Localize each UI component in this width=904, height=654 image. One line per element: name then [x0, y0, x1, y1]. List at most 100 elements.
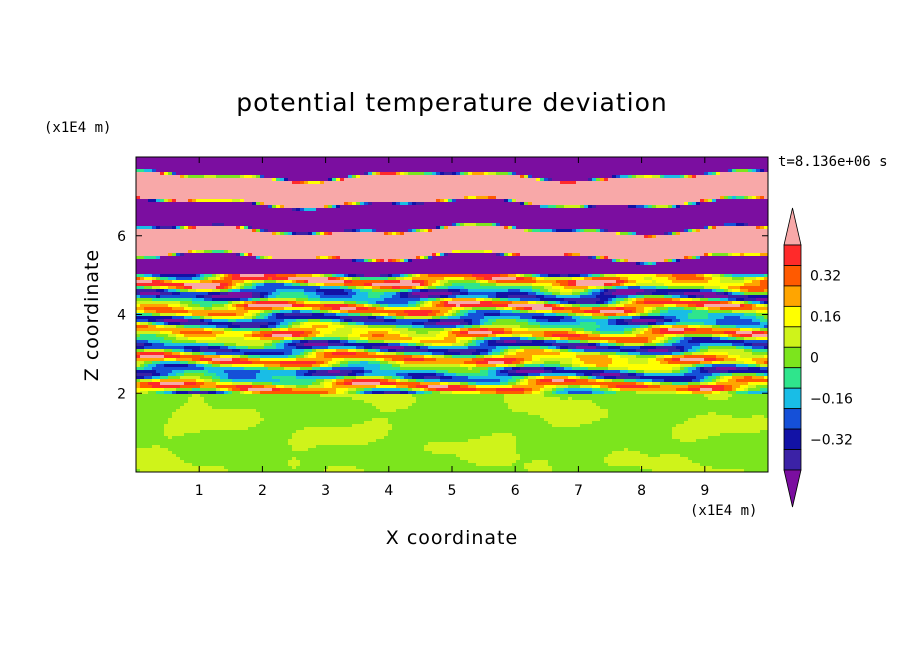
- heatmap-cell: [624, 178, 629, 182]
- heatmap-cell: [360, 211, 365, 215]
- heatmap-cell: [592, 238, 597, 242]
- heatmap-cell: [304, 181, 309, 185]
- heatmap-cell: [344, 229, 349, 233]
- heatmap-cell: [340, 247, 345, 251]
- heatmap-cell: [584, 193, 589, 197]
- heatmap-cell: [680, 229, 685, 233]
- heatmap-cell: [628, 160, 633, 164]
- heatmap-cell: [288, 157, 293, 161]
- heatmap-cell: [420, 175, 425, 179]
- heatmap-cell: [736, 229, 741, 233]
- heatmap-cell: [168, 166, 173, 170]
- heatmap-cell: [212, 163, 217, 167]
- heatmap-cell: [344, 178, 349, 182]
- heatmap-cell: [536, 163, 541, 167]
- heatmap-cell: [196, 199, 201, 203]
- heatmap-cell: [284, 208, 289, 212]
- heatmap-cell: [532, 157, 537, 161]
- heatmap-cell: [668, 166, 673, 170]
- heatmap-cell: [508, 160, 513, 164]
- heatmap-cell: [200, 229, 205, 233]
- heatmap-cell: [404, 199, 409, 203]
- heatmap-cell: [272, 181, 277, 185]
- heatmap-cell: [184, 196, 189, 200]
- heatmap-cell: [260, 235, 265, 239]
- heatmap-cell: [392, 163, 397, 167]
- heatmap-cell: [232, 184, 237, 188]
- heatmap-cell: [136, 238, 141, 242]
- heatmap-cell: [520, 229, 525, 233]
- heatmap-cell: [224, 163, 229, 167]
- heatmap-cell: [432, 226, 437, 230]
- heatmap-cell: [712, 172, 717, 176]
- heatmap-cell: [236, 250, 241, 254]
- heatmap-cell: [136, 220, 141, 224]
- heatmap-cell: [652, 157, 657, 161]
- heatmap-cell: [256, 241, 261, 245]
- heatmap-cell: [704, 247, 709, 251]
- heatmap-cell: [436, 193, 441, 197]
- heatmap-cell: [756, 184, 761, 188]
- heatmap-cell: [372, 247, 377, 251]
- heatmap-cell: [580, 157, 585, 161]
- heatmap-cell: [296, 205, 301, 209]
- heatmap-cell: [612, 187, 617, 191]
- heatmap-cell: [532, 241, 537, 245]
- heatmap-cell: [316, 238, 321, 242]
- heatmap-cell: [656, 160, 661, 164]
- heatmap-cell: [520, 211, 525, 215]
- heatmap-cell: [604, 190, 609, 194]
- heatmap-cell: [664, 166, 669, 170]
- heatmap-cell: [668, 172, 673, 176]
- heatmap-cell: [304, 220, 309, 224]
- heatmap-cell: [704, 229, 709, 233]
- heatmap-cell: [328, 199, 333, 203]
- heatmap-cell: [428, 169, 433, 173]
- heatmap-cell: [316, 247, 321, 251]
- heatmap-cell: [732, 157, 737, 161]
- heatmap-cell: [580, 208, 585, 212]
- heatmap-cell: [704, 184, 709, 188]
- heatmap-cell: [412, 238, 417, 242]
- heatmap-cell: [500, 169, 505, 173]
- heatmap-cell: [532, 223, 537, 227]
- heatmap-cell: [140, 220, 145, 224]
- heatmap-cell: [744, 202, 749, 206]
- heatmap-cell: [404, 193, 409, 197]
- heatmap-cell: [268, 247, 273, 251]
- heatmap-cell: [592, 220, 597, 224]
- heatmap-cell: [528, 196, 533, 200]
- heatmap-cell: [352, 235, 357, 239]
- heatmap-cell: [484, 205, 489, 209]
- heatmap-cell: [444, 175, 449, 179]
- heatmap-cell: [480, 217, 485, 221]
- heatmap-cell: [736, 169, 741, 173]
- heatmap-cell: [468, 244, 473, 248]
- heatmap-cell: [568, 244, 573, 248]
- heatmap-cell: [704, 169, 709, 173]
- heatmap-cell: [632, 190, 637, 194]
- heatmap-cell: [416, 211, 421, 215]
- heatmap-cell: [448, 250, 453, 254]
- heatmap-cell: [368, 223, 373, 227]
- heatmap-cell: [588, 169, 593, 173]
- heatmap-cell: [504, 217, 509, 221]
- heatmap-cell: [368, 169, 373, 173]
- heatmap-cell: [364, 208, 369, 212]
- heatmap-cell: [720, 187, 725, 191]
- heatmap-cell: [320, 157, 325, 161]
- heatmap-cell: [728, 181, 733, 185]
- heatmap-cell: [612, 199, 617, 203]
- heatmap-cell: [224, 193, 229, 197]
- heatmap-cell: [300, 166, 305, 170]
- heatmap-cell: [672, 166, 677, 170]
- heatmap-cell: [388, 205, 393, 209]
- heatmap-cell: [208, 250, 213, 254]
- heatmap-cell: [500, 178, 505, 182]
- heatmap-cell: [280, 178, 285, 182]
- heatmap-cell: [732, 181, 737, 185]
- heatmap-cell: [200, 190, 205, 194]
- heatmap-cell: [312, 223, 317, 227]
- heatmap-cell: [260, 226, 265, 230]
- heatmap-cell: [180, 163, 185, 167]
